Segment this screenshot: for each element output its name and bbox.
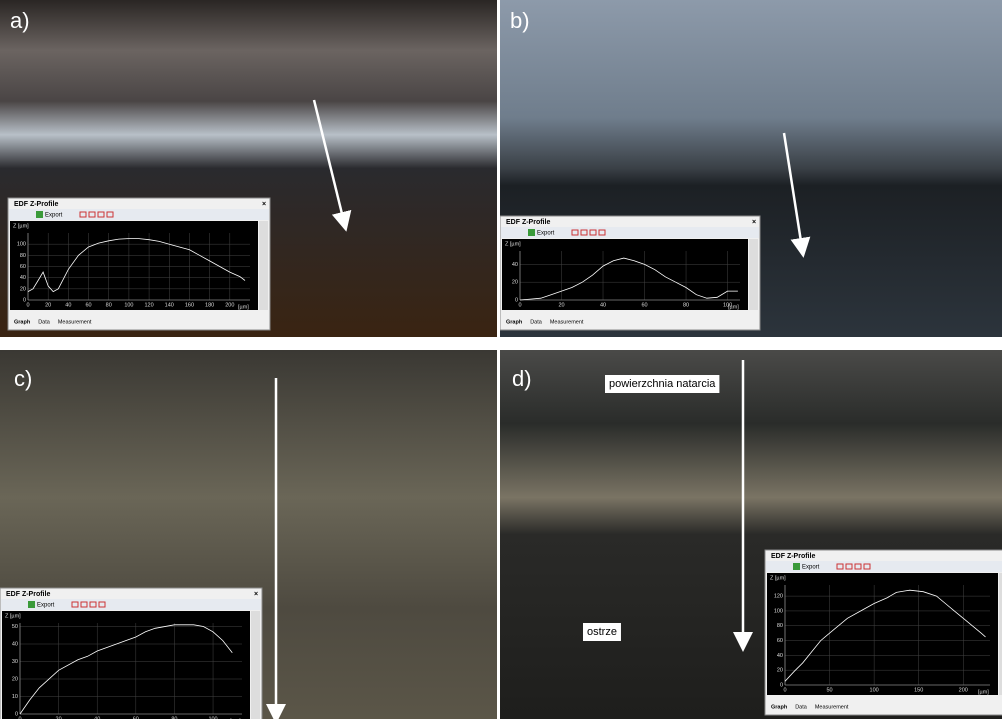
window-title: EDF Z-Profile (771, 553, 815, 560)
export-button[interactable]: Export (37, 603, 55, 609)
x-tick-label: 20 (558, 302, 564, 308)
window-title: EDF Z-Profile (6, 591, 50, 598)
export-icon[interactable] (793, 563, 800, 570)
y-axis-label: Z [µm] (770, 575, 786, 581)
x-tick-label: 100 (870, 687, 879, 693)
y-axis-label: Z [µm] (5, 613, 21, 619)
y-tick-label: 40 (20, 275, 26, 281)
y-tick-label: 50 (12, 624, 18, 630)
y-tick-label: 100 (774, 608, 783, 614)
y-tick-label: 60 (777, 638, 783, 644)
export-icon[interactable] (528, 229, 535, 236)
panel-label: c) (14, 366, 32, 391)
panel-label: b) (510, 8, 530, 33)
x-tick-label: 0 (518, 302, 521, 308)
tab[interactable]: Graph (771, 704, 788, 710)
x-tick-label: 200 (225, 302, 234, 308)
panel-label: d) (512, 366, 532, 391)
annotation: powierzchnia natarcia (609, 378, 716, 390)
x-tick-label: 180 (205, 302, 214, 308)
x-tick-label: 40 (65, 302, 71, 308)
export-button[interactable]: Export (537, 231, 555, 237)
x-tick-label: 50 (827, 687, 833, 693)
x-tick-label: 100 (723, 302, 732, 308)
tab[interactable]: Measurement (550, 319, 584, 325)
panel-label: a) (10, 8, 30, 33)
y-tick-label: 60 (20, 264, 26, 270)
tab[interactable]: Data (530, 319, 543, 325)
x-tick-label: 160 (185, 302, 194, 308)
window-title: EDF Z-Profile (14, 201, 58, 208)
plot-background (502, 239, 748, 310)
close: × (262, 201, 266, 208)
tab[interactable]: Measurement (58, 319, 92, 325)
y-tick-label: 20 (777, 668, 783, 674)
scrollbar (251, 611, 260, 719)
export-button[interactable]: Export (45, 213, 63, 219)
x-tick-label: 60 (85, 302, 91, 308)
plot-background (10, 221, 258, 310)
scrollbar (749, 239, 758, 310)
y-tick-label: 30 (12, 659, 18, 665)
x-tick-label: 100 (124, 302, 133, 308)
x-tick-label: 0 (26, 302, 29, 308)
x-axis-label: [µm] (238, 304, 249, 310)
y-tick-label: 100 (17, 242, 26, 248)
tab[interactable]: Measurement (815, 704, 849, 710)
x-tick-label: 80 (683, 302, 689, 308)
y-tick-label: 20 (20, 286, 26, 292)
x-tick-label: 140 (165, 302, 174, 308)
x-axis-label: [µm] (978, 689, 989, 695)
figure: a) EDF Z-Profile × Export Z [µm] [µm] 0 20 40 60 8… (0, 0, 1002, 719)
scrollbar (259, 221, 268, 310)
y-tick-label: 80 (777, 623, 783, 629)
y-tick-label: 40 (512, 262, 518, 268)
x-tick-label: 40 (600, 302, 606, 308)
close: × (752, 219, 756, 226)
y-tick-label: 80 (20, 253, 26, 259)
window-title: EDF Z-Profile (506, 219, 550, 226)
tab[interactable]: Data (38, 319, 51, 325)
x-tick-label: 120 (144, 302, 153, 308)
x-tick-label: 0 (783, 687, 786, 693)
annotation: ostrze (587, 626, 617, 638)
x-tick-label: 150 (914, 687, 923, 693)
close: × (254, 591, 258, 598)
y-tick-label: 20 (512, 280, 518, 286)
y-tick-label: 10 (12, 694, 18, 700)
y-tick-label: 40 (777, 653, 783, 659)
y-tick-label: 20 (12, 676, 18, 682)
tab[interactable]: Graph (506, 319, 523, 325)
x-tick-label: 20 (45, 302, 51, 308)
y-axis-label: Z [µm] (13, 223, 29, 229)
tab[interactable]: Data (795, 704, 808, 710)
export-icon[interactable] (36, 211, 43, 218)
y-axis-label: Z [µm] (505, 241, 521, 247)
x-tick-label: 80 (106, 302, 112, 308)
export-icon[interactable] (28, 601, 35, 608)
tab[interactable]: Graph (14, 319, 31, 325)
x-tick-label: 60 (641, 302, 647, 308)
x-tick-label: 200 (959, 687, 968, 693)
y-tick-label: 120 (774, 594, 783, 600)
y-tick-label: 40 (12, 641, 18, 647)
export-button[interactable]: Export (802, 565, 820, 571)
